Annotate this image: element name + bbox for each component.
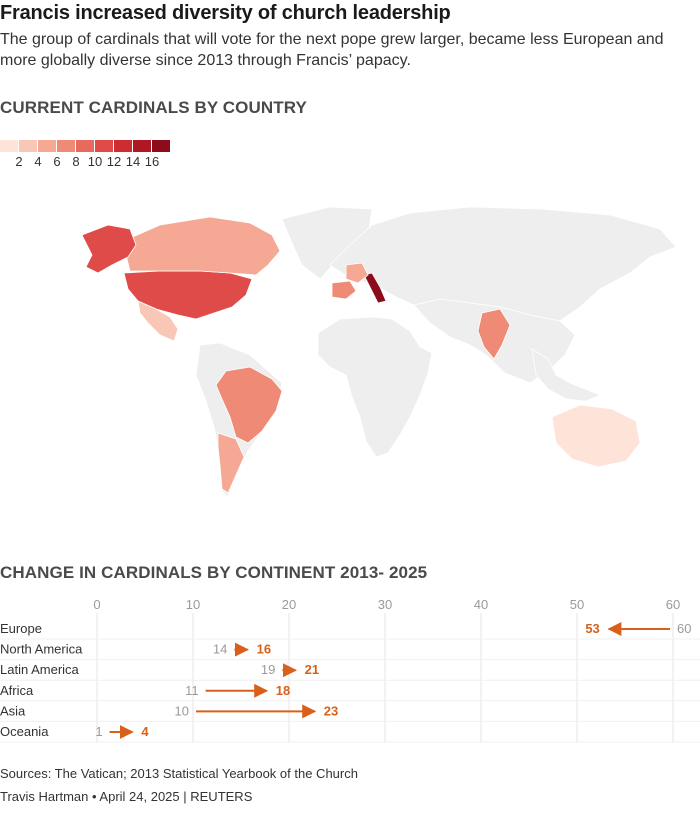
country-italy: [363, 272, 387, 304]
map-section-heading: CURRENT CARDINALS BY COUNTRY: [0, 98, 307, 117]
legend-label: 4: [34, 154, 42, 169]
color-legend: 2 4 6 8 10 12 14 16: [0, 140, 171, 169]
value-2025: 53: [585, 621, 599, 636]
category-label: Latin America: [0, 662, 80, 677]
country-alaska: [81, 224, 137, 274]
world-map: [81, 206, 677, 498]
chart-subtitle: The group of cardinals that will vote fo…: [0, 31, 664, 69]
category-label: Africa: [0, 683, 34, 698]
country-france: [345, 262, 369, 284]
legend-swatch: [152, 140, 170, 152]
legend-swatch: [133, 140, 151, 152]
legend-swatch: [57, 140, 75, 152]
legend-swatch: [0, 140, 18, 152]
category-label: Europe: [0, 621, 42, 636]
x-tick-label: 30: [378, 597, 392, 612]
legend-label: 16: [144, 154, 160, 169]
sources-note: Sources: The Vatican; 2013 Statistical Y…: [0, 766, 358, 781]
legend-swatch: [19, 140, 37, 152]
category-label: Oceania: [0, 724, 49, 739]
x-tick-label: 40: [474, 597, 488, 612]
country-australia: [551, 404, 641, 468]
legend-swatch: [38, 140, 56, 152]
value-2013: 60: [677, 621, 691, 636]
legend-swatch: [95, 140, 113, 152]
value-2025: 18: [276, 683, 290, 698]
land-southeast-asia: [531, 348, 602, 402]
legend-label: 8: [72, 154, 80, 169]
legend-swatches: [0, 140, 171, 152]
value-2013: 11: [185, 683, 199, 698]
category-label: Asia: [0, 703, 26, 718]
country-canada: [125, 216, 281, 276]
legend-swatch: [76, 140, 94, 152]
country-brazil: [215, 366, 283, 444]
x-tick-label: 50: [570, 597, 584, 612]
change-section-heading: CHANGE IN CARDINALS BY CONTINENT 2013- 2…: [0, 563, 428, 582]
value-2025: 21: [305, 662, 319, 677]
value-2013: 19: [261, 662, 275, 677]
value-2025: 23: [324, 703, 338, 718]
land-africa: [317, 316, 433, 458]
legend-label: 6: [53, 154, 61, 169]
value-2025: 16: [257, 642, 271, 657]
x-tick-label: 0: [93, 597, 100, 612]
chart-title: Francis increased diversity of church le…: [0, 2, 451, 24]
x-tick-label: 10: [186, 597, 200, 612]
land-europe-russia: [329, 206, 677, 322]
legend-label: 12: [106, 154, 122, 169]
country-spain: [331, 280, 357, 300]
x-tick-label: 60: [666, 597, 680, 612]
value-2013: 1: [95, 724, 102, 739]
country-argentina: [217, 432, 245, 494]
category-label: North America: [0, 642, 83, 657]
value-2025: 4: [141, 724, 149, 739]
legend-label: 2: [15, 154, 23, 169]
x-tick-label: 20: [282, 597, 296, 612]
legend-label: 14: [125, 154, 141, 169]
legend-swatch: [114, 140, 132, 152]
country-india: [477, 308, 511, 360]
legend-label: 10: [87, 154, 103, 169]
value-2013: 10: [175, 703, 189, 718]
legend-labels: 2 4 6 8 10 12 14 16: [0, 152, 171, 169]
value-2013: 14: [213, 642, 227, 657]
credit-line: Travis Hartman • April 24, 2025 | REUTER…: [0, 789, 253, 804]
country-mexico: [137, 300, 179, 342]
map-regions: [81, 216, 641, 494]
